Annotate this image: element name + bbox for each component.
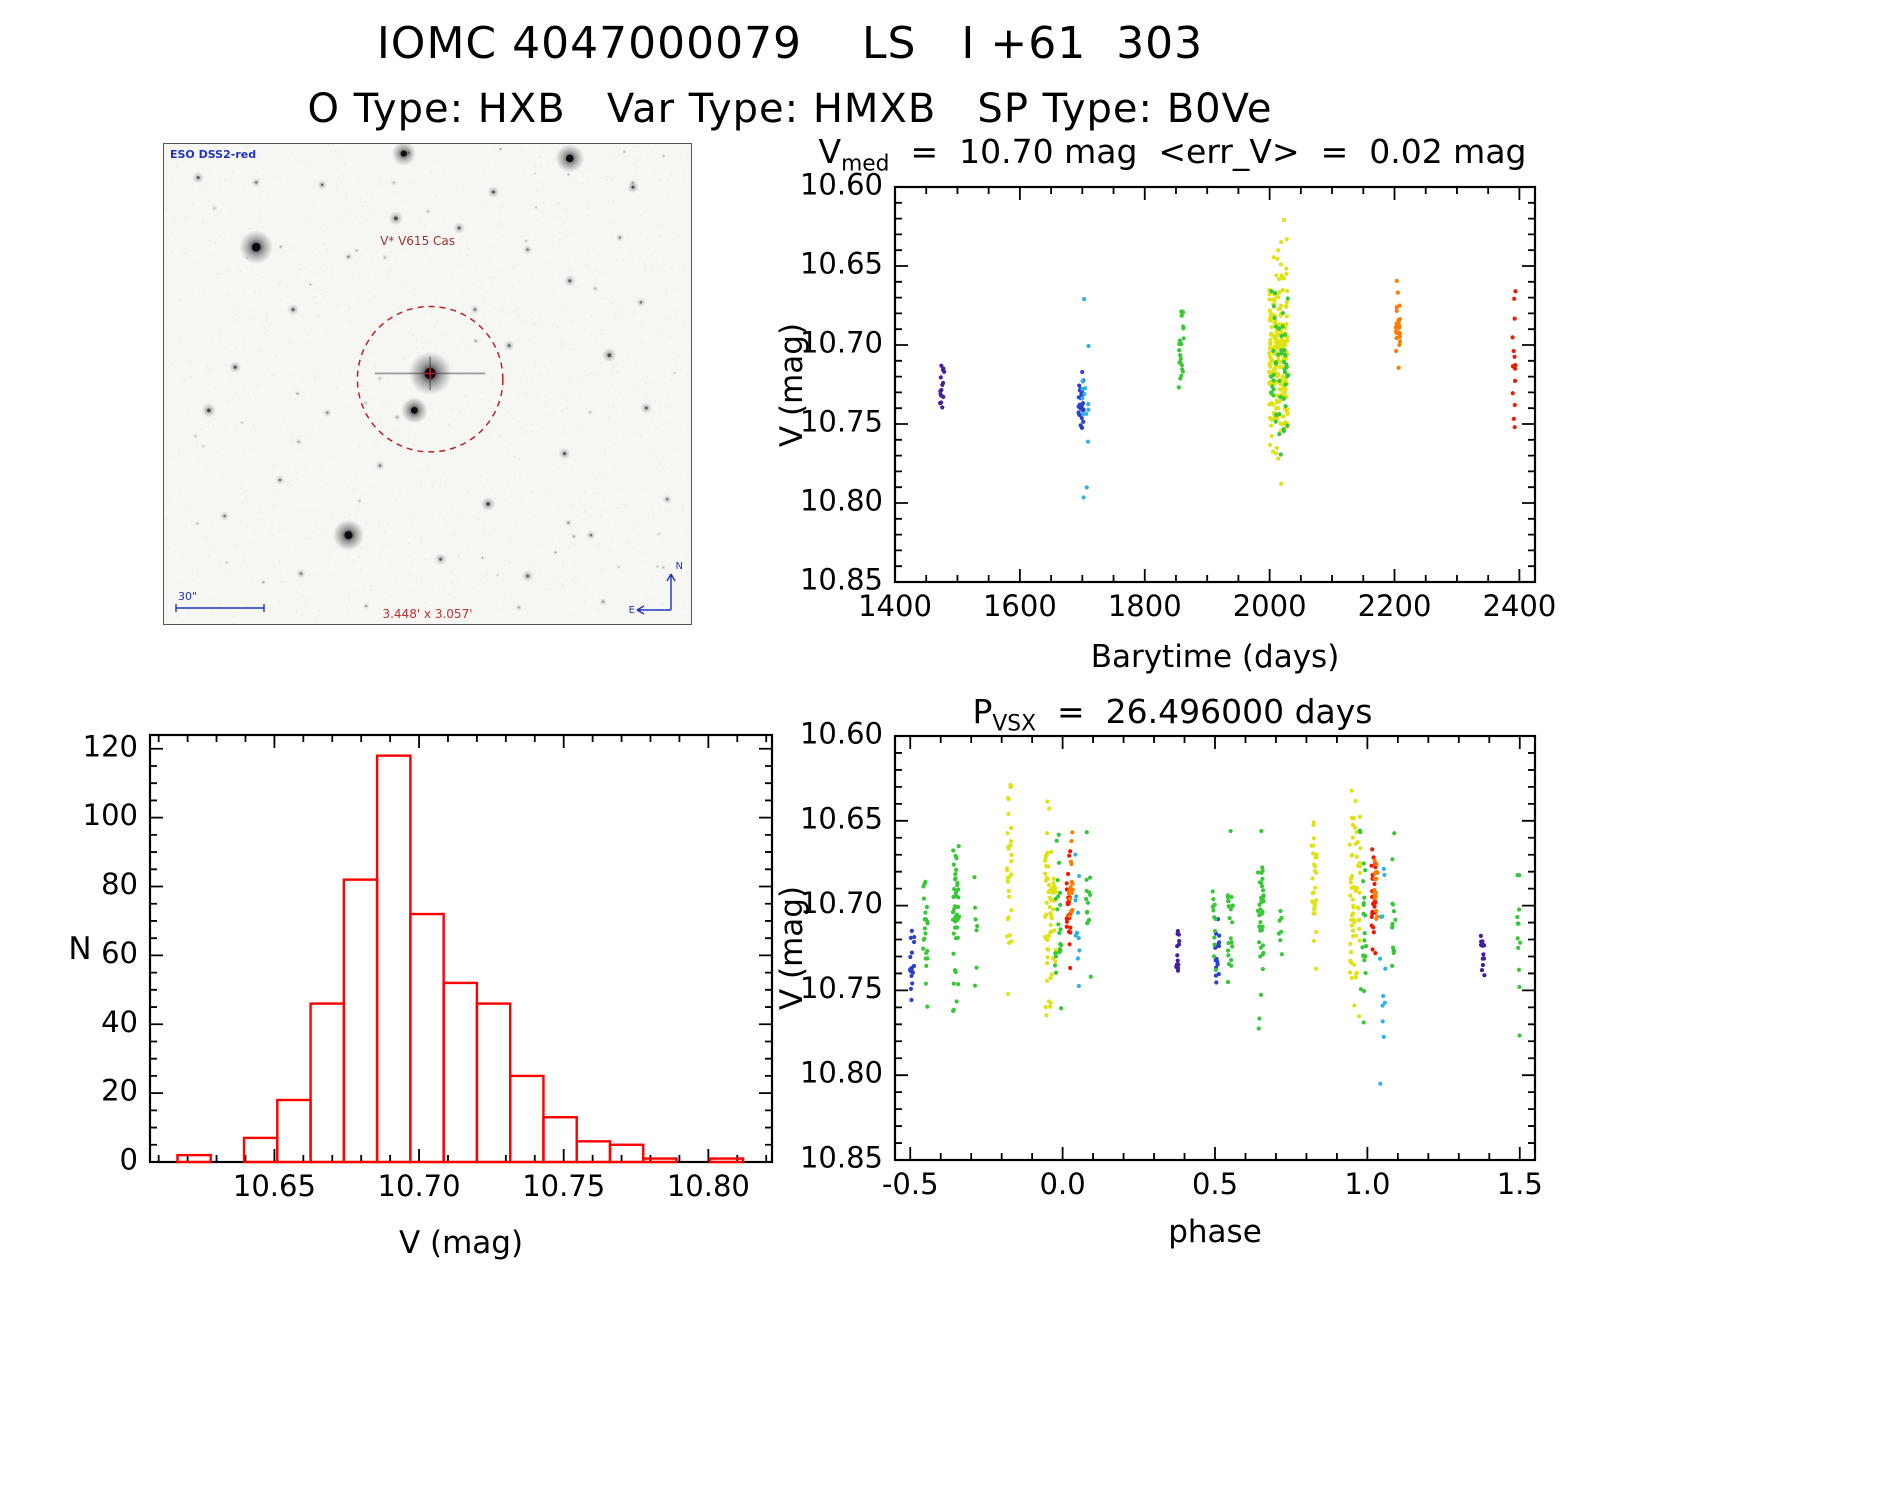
star-name-label: V* V615 Cas (380, 234, 455, 249)
sky-image-canvas (164, 144, 691, 624)
histogram-xlabel: V (mag) (398, 1225, 524, 1261)
compass-east-label: E (628, 605, 635, 616)
lightcurve-plot: Vmed = 10.70 mag <err_V> = 0.02 mag Bary… (770, 132, 1575, 677)
scale-bar-label: 30" (178, 590, 198, 603)
lightcurve-title-post: = 10.70 mag <err_V> = 0.02 mag (889, 132, 1527, 171)
page-title: IOMC 4047000079 LS I +61 303 (376, 18, 1204, 69)
phase-plot: PVSX = 26.496000 days phase V (mag) (770, 692, 1575, 1252)
fov-label: 3.448' x 3.057' (382, 607, 473, 621)
histogram-ylabel: N (68, 930, 92, 967)
finding-chart: ESO DSS2-red V* V615 Cas 30" 3.448' x 3.… (163, 143, 692, 625)
phase-title: PVSX = 26.496000 days (770, 692, 1575, 737)
phase-xlabel: phase (1168, 1214, 1262, 1250)
histogram-canvas (60, 722, 790, 1267)
phase-title-pre: P (972, 692, 993, 731)
lightcurve-ylabel: V (mag) (774, 322, 810, 447)
lightcurve-canvas (770, 132, 1575, 677)
phase-title-sub: VSX (992, 711, 1037, 737)
lightcurve-xlabel: Barytime (days) (1090, 639, 1340, 675)
lightcurve-title-pre: V (818, 132, 842, 171)
phase-title-post: = 26.496000 days (1036, 692, 1373, 731)
compass-north-label: N (675, 561, 683, 572)
histogram-plot: V (mag) N (60, 722, 790, 1267)
lightcurve-title-sub: med (841, 151, 890, 177)
phase-ylabel: V (mag) (774, 885, 810, 1011)
survey-label: ESO DSS2-red (170, 148, 257, 161)
page-subtitle: O Type: HXB Var Type: HMXB SP Type: B0Ve (307, 86, 1273, 132)
lightcurve-title: Vmed = 10.70 mag <err_V> = 0.02 mag (770, 132, 1575, 177)
phase-canvas (770, 692, 1575, 1252)
